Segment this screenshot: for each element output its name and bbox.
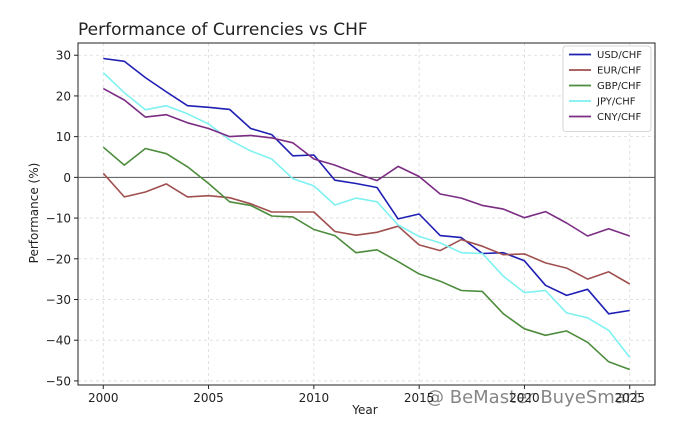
legend-label: GBP/CHF	[597, 81, 642, 92]
watermark: @ BeMaster BuyeSmart	[426, 387, 640, 408]
x-tick-label: 2015	[404, 391, 435, 405]
legend-label: CNY/CHF	[597, 112, 641, 123]
series-line-eur-chf	[102, 172, 631, 285]
series-line-gbp-chf	[102, 146, 630, 371]
x-tick-label: 2010	[299, 391, 330, 405]
y-tick-label: −40	[46, 334, 71, 348]
y-tick-label: 30	[56, 49, 71, 63]
y-tick-label: −10	[46, 212, 71, 226]
y-tick-label: −30	[46, 293, 71, 307]
y-tick-label: 0	[63, 171, 71, 185]
chart-title: Performance of Currencies vs CHF	[78, 20, 368, 40]
y-tick-label: −20	[46, 252, 71, 266]
x-tick-label: 2020	[509, 391, 540, 405]
x-tick-label: 2025	[614, 391, 645, 405]
series-line-jpy-chf	[102, 72, 631, 358]
y-tick-label: 20	[56, 89, 71, 103]
x-axis-label: Year	[351, 403, 377, 417]
x-tick-label: 2000	[88, 391, 119, 405]
plot-frame	[77, 42, 656, 386]
y-tick-label: 10	[56, 130, 71, 144]
y-tick-label: −50	[46, 374, 71, 388]
legend-label: USD/CHF	[597, 50, 642, 61]
series-lines	[102, 57, 631, 371]
series-line-usd-chf	[103, 57, 630, 315]
y-axis-label: Performance (%)	[27, 163, 41, 264]
series-line-cny-chf	[102, 87, 630, 237]
legend-label: EUR/CHF	[597, 66, 641, 77]
legend-box	[562, 45, 652, 132]
legend: USD/CHF EUR/CHF GBP/CHF JPY/CHF CNY/CHF	[562, 45, 652, 132]
legend-label: JPY/CHF	[596, 97, 636, 108]
x-tick-label: 2005	[193, 391, 224, 405]
ticks: −50 −40 −30 −20 −10 0 10 20 30 2000 2005 2010 2015 20…	[46, 49, 645, 405]
